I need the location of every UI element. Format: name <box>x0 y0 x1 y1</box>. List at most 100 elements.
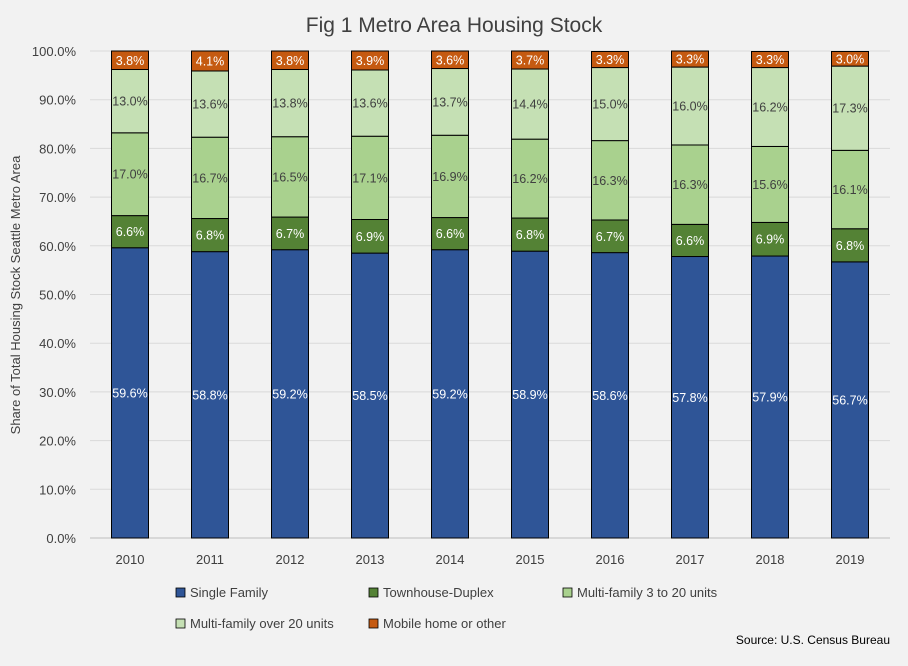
bar-segment <box>111 50 149 71</box>
x-tick-label: 2012 <box>276 552 305 567</box>
bar-segment <box>751 145 789 223</box>
data-label: 13.7% <box>432 95 467 109</box>
legend-label: Townhouse-Duplex <box>383 585 494 600</box>
data-label: 16.1% <box>832 183 867 197</box>
data-label: 4.1% <box>196 54 225 68</box>
data-label: 13.8% <box>272 97 307 111</box>
data-label: 16.7% <box>192 171 227 185</box>
data-label: 16.3% <box>592 174 627 188</box>
legend-item: Single Family <box>175 585 269 600</box>
legend-swatch <box>562 587 573 598</box>
y-tick-label: 60.0% <box>39 239 76 254</box>
bar-segment <box>271 69 309 138</box>
data-label: 6.9% <box>756 233 785 247</box>
chart-title: Fig 1 Metro Area Housing Stock <box>306 14 603 37</box>
bar-segment <box>591 50 629 69</box>
bars: 59.6% 6.6% 17.0% 13.0% 3.8% 58.8% 6.8% 16.7% 13.… <box>111 50 869 539</box>
bar-segment <box>431 249 469 539</box>
data-label: 6.8% <box>196 229 225 243</box>
legend-item: Townhouse-Duplex <box>368 585 494 600</box>
data-label: 58.9% <box>512 388 547 402</box>
data-label: 6.6% <box>676 234 705 248</box>
bar-segment <box>111 69 149 134</box>
x-tick-label: 2011 <box>196 552 224 567</box>
bar-segment <box>351 50 389 71</box>
bar-segment <box>351 252 389 539</box>
bar-segment <box>191 70 229 138</box>
data-label: 3.3% <box>596 53 625 67</box>
bar-segment <box>831 261 869 539</box>
data-label: 13.6% <box>352 97 387 111</box>
data-label: 15.6% <box>752 178 787 192</box>
bar-segment <box>351 69 389 137</box>
y-tick-label: 10.0% <box>39 482 76 497</box>
legend-swatch <box>368 587 379 598</box>
x-tick-label: 2014 <box>436 552 465 567</box>
bar-segment <box>191 136 229 220</box>
data-label: 6.6% <box>436 227 465 241</box>
bar-segment <box>591 67 629 142</box>
bar-segment <box>671 223 709 258</box>
data-label: 14.4% <box>512 98 547 112</box>
x-tick-label: 2019 <box>836 552 865 567</box>
data-label: 17.1% <box>352 171 387 185</box>
data-label: 56.7% <box>832 393 867 407</box>
x-tick-label: 2013 <box>356 552 385 567</box>
legend-label: Single Family <box>190 585 269 600</box>
data-label: 6.7% <box>596 230 625 244</box>
bar-segment <box>191 50 229 72</box>
y-tick-label: 70.0% <box>39 190 76 205</box>
x-tick-label: 2017 <box>676 552 705 567</box>
bar-segment <box>271 249 309 539</box>
y-tick-label: 50.0% <box>39 288 76 303</box>
legend-swatch <box>175 618 186 629</box>
bar-segment <box>591 219 629 254</box>
bar-segment <box>511 138 549 219</box>
bar-segment <box>271 136 309 218</box>
y-tick-label: 40.0% <box>39 336 76 351</box>
data-label: 16.2% <box>752 101 787 115</box>
data-label: 6.9% <box>356 230 385 244</box>
data-label: 13.6% <box>192 98 227 112</box>
legend-swatch <box>368 618 379 629</box>
data-label: 16.2% <box>512 172 547 186</box>
bar-segment <box>191 251 229 539</box>
y-axis-ticks: 0.0% 10.0% 20.0% 30.0% 40.0% 50.0% 60.0% 70.0% 8… <box>32 44 77 546</box>
bar-segment <box>351 135 389 221</box>
data-label: 58.8% <box>192 388 227 402</box>
legend-label: Mobile home or other <box>383 616 507 631</box>
data-label: 3.7% <box>516 54 545 68</box>
bar-segment <box>591 252 629 539</box>
data-label: 3.8% <box>276 54 305 68</box>
data-label: 59.6% <box>112 386 147 400</box>
data-label: 3.0% <box>836 52 865 66</box>
data-label: 17.3% <box>832 102 867 116</box>
bar-segment <box>111 247 149 539</box>
data-label: 15.0% <box>592 98 627 112</box>
data-label: 58.5% <box>352 389 387 403</box>
x-tick-label: 2015 <box>516 552 545 567</box>
data-label: 16.5% <box>272 170 307 184</box>
bar-segment <box>831 65 869 151</box>
bar-segment <box>671 256 709 539</box>
source-note: Source: U.S. Census Bureau <box>735 633 890 647</box>
x-tick-label: 2018 <box>756 552 785 567</box>
data-label: 6.6% <box>116 225 145 239</box>
bar-segment <box>751 50 789 69</box>
x-tick-label: 2016 <box>596 552 625 567</box>
data-label: 17.0% <box>112 168 147 182</box>
y-tick-label: 30.0% <box>39 385 76 400</box>
y-tick-label: 80.0% <box>39 141 76 156</box>
bar-segment <box>751 255 789 539</box>
data-label: 6.8% <box>516 228 545 242</box>
y-tick-label: 20.0% <box>39 434 76 449</box>
bar-segment <box>271 50 309 71</box>
bar-segment <box>351 219 389 254</box>
data-label: 6.7% <box>276 227 305 241</box>
data-label: 16.9% <box>432 170 467 184</box>
data-label: 16.3% <box>672 178 707 192</box>
y-tick-label: 90.0% <box>39 93 76 108</box>
data-label: 3.9% <box>356 54 385 68</box>
data-label: 3.8% <box>116 54 145 68</box>
